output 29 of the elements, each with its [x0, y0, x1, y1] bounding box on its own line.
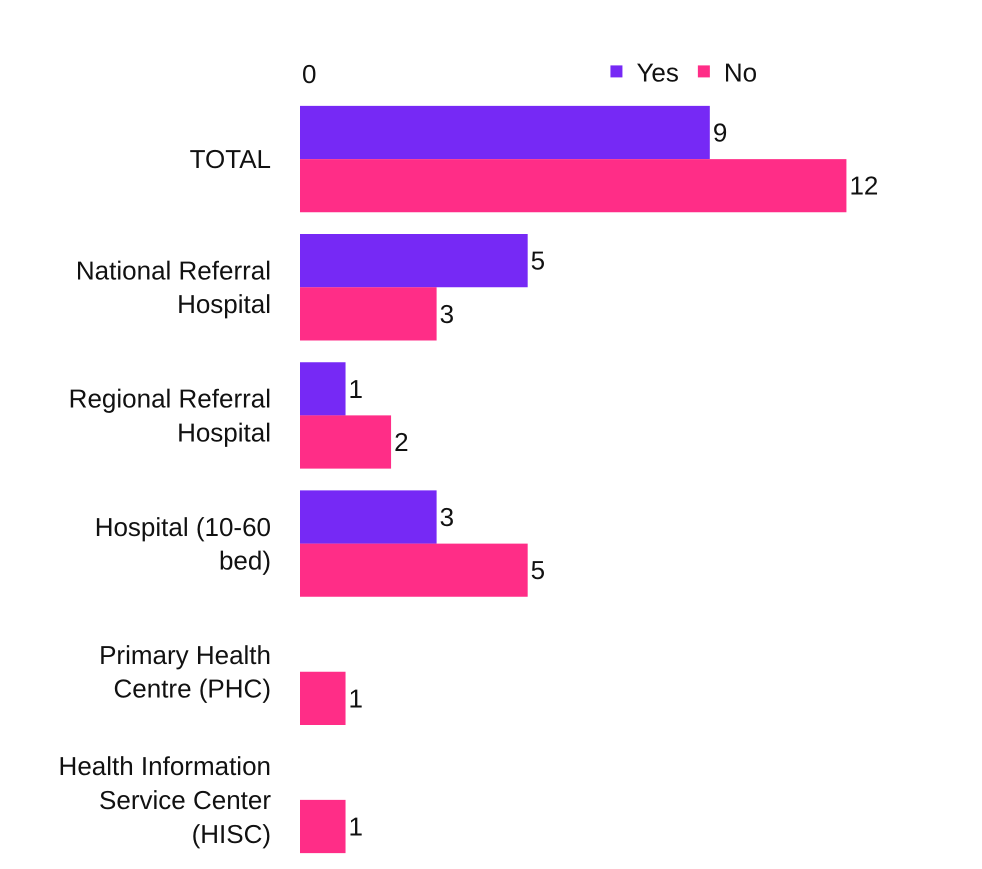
bar — [300, 362, 346, 416]
y-tick-label: Regional Referral Hospital — [68, 384, 271, 448]
y-tick-label: TOTAL — [190, 144, 271, 174]
bar — [300, 159, 846, 212]
bar — [300, 800, 346, 854]
text: 0 — [302, 59, 316, 89]
bar — [300, 415, 392, 469]
data-label: 9 — [712, 117, 728, 148]
data-label: 2 — [394, 427, 409, 458]
bar — [300, 287, 437, 340]
y-tick-label: National Referral Hospital — [76, 255, 271, 320]
data-label: 1 — [348, 683, 364, 714]
y-tick-label: Hospital (10-60 bed) — [94, 512, 271, 576]
data-label: 1 — [348, 374, 364, 404]
y-tick-label: Health Information Service Center (HISC) — [58, 751, 272, 849]
data-label: 3 — [440, 298, 454, 329]
bar — [300, 490, 437, 544]
bar — [300, 106, 710, 160]
legend-label: Yes — [636, 58, 679, 88]
bar — [300, 672, 346, 725]
y-tick-label: Primary Health Centre (PHC) — [99, 640, 271, 704]
bar — [300, 234, 528, 288]
bar — [300, 544, 528, 597]
legend-label: No — [724, 58, 758, 88]
data-label: 5 — [530, 555, 546, 586]
data-label: 5 — [530, 246, 546, 276]
data-label: 1 — [348, 812, 364, 842]
data-label: 3 — [440, 502, 454, 532]
data-label: 12 — [849, 170, 878, 201]
